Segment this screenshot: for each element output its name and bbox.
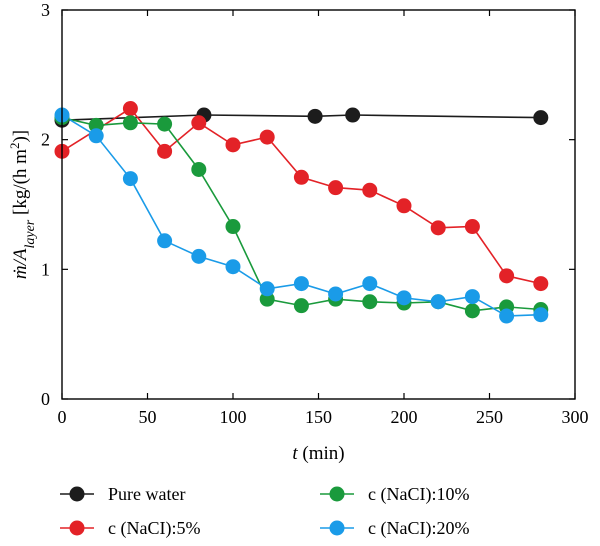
x-tick-label: 100 [220,407,247,427]
legend-label: c (NaCI):10% [368,484,469,505]
y-axis-variable-subscript: layer [23,219,38,248]
data-point-series-2 [259,129,275,145]
series-line-2 [61,107,541,285]
plot-frame [61,9,576,400]
data-point-series-4 [259,281,275,297]
y-axis-variable: ṁ/A [10,248,31,279]
data-point-series-4 [430,294,446,310]
y-axis-ticks: 0 1 2 3 [41,0,575,409]
data-point-series-2 [293,169,309,185]
data-point-series-4 [362,276,378,292]
legend-marker [69,486,85,502]
data-point-series-1 [307,108,323,124]
data-point-series-2 [362,182,378,198]
data-point-series-3 [362,294,378,310]
data-point-series-4 [157,233,173,249]
x-axis-variable: t [292,443,298,464]
data-point-series-2 [396,198,412,214]
data-point-series-2 [122,101,138,117]
data-point-series-2 [191,115,207,131]
data-point-series-4 [122,171,138,187]
data-point-series-3 [293,298,309,314]
data-point-series-4 [464,289,480,305]
data-point-series-3 [259,291,275,307]
data-point-series-3 [191,161,207,177]
data-point-series-3 [225,219,241,235]
data-point-series-4 [396,290,412,306]
data-point-series-3 [157,116,173,132]
y-axis-unit: [kg/(h m [10,149,31,220]
x-axis-unit: (min) [298,443,345,464]
legend-label: Pure water [108,484,185,504]
data-point-series-4 [328,286,344,302]
data-point-series-2 [533,276,549,292]
legend-marker [329,520,345,536]
data-point-series-2 [157,143,173,159]
data-point-series-1 [533,110,549,126]
x-tick-label: 300 [562,407,589,427]
data-point-series-3 [464,303,480,319]
data-point-series-4 [533,307,549,323]
data-point-series-3 [88,117,104,133]
plot-markers [54,101,549,324]
y-axis-unit-superscript: 2 [7,143,22,150]
data-point-series-4 [293,276,309,292]
x-tick-label: 0 [58,407,67,427]
legend-label: c (NaCI):20% [368,518,469,539]
data-point-series-2 [464,219,480,235]
x-tick-label: 50 [139,407,157,427]
x-axis-title: t (min) [292,443,344,464]
x-axis-ticks: 0 50 100 150 200 250 300 [58,10,589,427]
data-point-series-4 [88,128,104,144]
data-point-series-3 [122,115,138,131]
x-tick-label: 200 [391,407,418,427]
y-tick-label: 2 [41,130,50,150]
data-point-series-2 [225,137,241,153]
y-tick-label: 3 [41,0,50,20]
data-point-series-2 [430,220,446,236]
legend-label: c (NaCI):5% [108,518,200,539]
x-tick-label: 150 [305,407,332,427]
data-point-series-4 [499,308,515,324]
legend-marker [69,520,85,536]
data-point-series-4 [225,259,241,275]
y-tick-label: 0 [41,389,50,409]
y-tick-label: 1 [41,259,50,279]
data-point-series-4 [191,248,207,264]
x-tick-label: 250 [476,407,503,427]
y-axis-unit-end: )] [10,130,31,143]
legend-marker [329,486,345,502]
legend: Pure water c (NaCI):5% c (NaCI):10% c (NaCI… [60,484,469,539]
data-point-series-2 [328,180,344,196]
data-point-series-2 [499,268,515,284]
y-axis-title: ṁ/Alayer [kg/(h m2)] [7,130,38,279]
data-point-series-1 [345,107,361,123]
